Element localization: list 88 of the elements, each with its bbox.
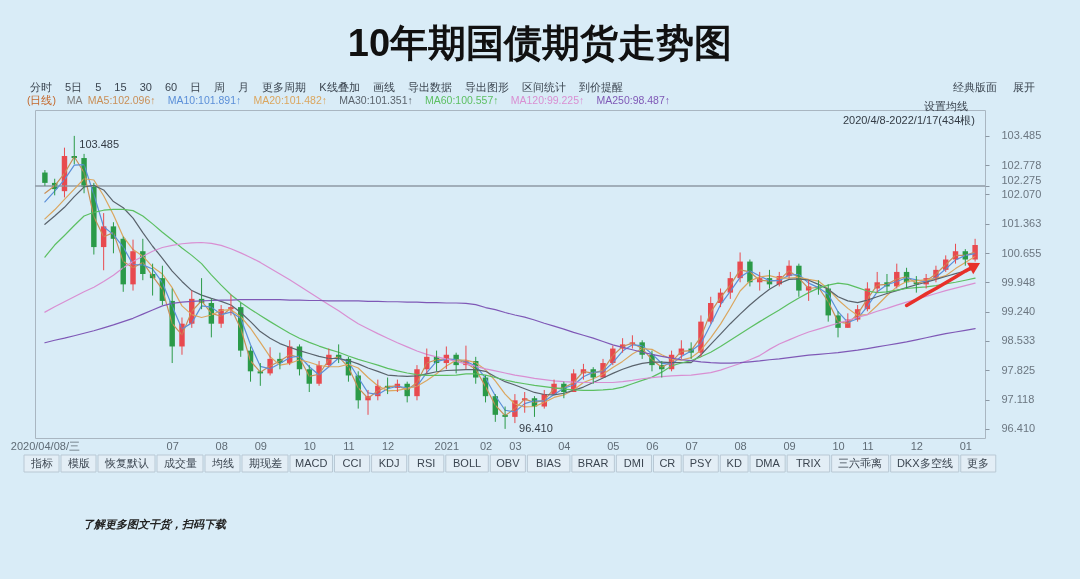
x-tick-label: 05 bbox=[607, 439, 620, 452]
text: MA bbox=[66, 94, 83, 106]
text: BRAR bbox=[577, 456, 609, 469]
y-tick-label: 103.485 bbox=[1001, 129, 1042, 142]
x-tick-label: 2021 bbox=[434, 439, 460, 452]
text: KDJ bbox=[378, 456, 400, 469]
text: RSI bbox=[417, 456, 436, 469]
text: MA10:101.891↑ bbox=[167, 94, 242, 106]
x-tick-label: 02 bbox=[479, 439, 493, 452]
text: 5日 bbox=[65, 81, 83, 93]
text: DKX多空线 bbox=[896, 456, 953, 469]
x-tick-label: 10 bbox=[303, 439, 316, 452]
text: 模版 bbox=[67, 456, 90, 469]
text: 分时 bbox=[30, 81, 52, 93]
x-tick-label: 06 bbox=[646, 439, 659, 452]
y-tick-label: 96.410 bbox=[1001, 422, 1036, 435]
x-tick-label: 09 bbox=[783, 439, 796, 452]
x-tick-label: 08 bbox=[734, 439, 747, 452]
text: 30 bbox=[139, 81, 152, 93]
text: BOLL bbox=[452, 456, 482, 469]
text: CCI bbox=[342, 456, 362, 469]
x-tick-label: 07 bbox=[166, 439, 179, 452]
text: 导出数据 bbox=[407, 81, 452, 93]
text: MA5:102.096↑ bbox=[87, 94, 156, 106]
x-tick-label: 01 bbox=[959, 439, 972, 452]
text: 更多 bbox=[967, 456, 990, 469]
text: TRIX bbox=[795, 456, 822, 469]
text: MA30:101.351↑ bbox=[339, 94, 413, 106]
x-tick-label: 2020/04/08/三 bbox=[10, 439, 80, 452]
text: MA120:99.225↑ bbox=[510, 94, 585, 106]
annotation: 103.485 bbox=[79, 137, 120, 150]
x-tick-label: 04 bbox=[558, 439, 571, 452]
text: CR bbox=[659, 456, 676, 469]
text: 恢复默认 bbox=[103, 456, 149, 469]
chart-title: 10年期国债期货走势图 bbox=[347, 22, 733, 64]
text: 5 bbox=[95, 81, 102, 93]
x-tick-label: 12 bbox=[910, 439, 923, 452]
x-tick-label: 10 bbox=[832, 439, 845, 452]
y-tick-label: 98.533 bbox=[1001, 334, 1036, 347]
x-tick-label: 12 bbox=[381, 439, 395, 452]
text: KD bbox=[726, 456, 742, 469]
text: MACD bbox=[295, 456, 328, 469]
text: 成交量 bbox=[163, 456, 197, 469]
y-tick-label: 102.778 bbox=[1001, 158, 1042, 171]
x-tick-label: 07 bbox=[685, 439, 698, 452]
text: MA20:101.482↑ bbox=[253, 94, 328, 106]
text: 月 bbox=[238, 81, 250, 93]
text: K线叠加 bbox=[319, 81, 360, 93]
x-tick-label: 08 bbox=[215, 439, 228, 452]
text: 画线 bbox=[372, 81, 395, 93]
text: 区间统计 bbox=[521, 81, 566, 93]
x-tick-label: 03 bbox=[509, 439, 522, 452]
x-tick-label: 09 bbox=[254, 439, 267, 452]
text: OBV bbox=[496, 456, 521, 469]
text: 15 bbox=[114, 81, 127, 93]
text: 期现差 bbox=[248, 456, 282, 469]
text: 导出图形 bbox=[464, 81, 509, 93]
text: 到价提醒 bbox=[578, 81, 623, 93]
text: 展开 bbox=[1013, 81, 1035, 93]
y-tick-label: 99.948 bbox=[1001, 275, 1036, 288]
chart-subtitle: 2020/4/8-2022/1/17(434根) bbox=[842, 114, 975, 126]
text: DMA bbox=[755, 456, 781, 469]
text: 了解更多图文干货，扫码下载 bbox=[83, 518, 228, 531]
text: 三六乖离 bbox=[838, 456, 883, 469]
text: 均线 bbox=[210, 456, 234, 469]
y-tick-label: 100.655 bbox=[1001, 246, 1042, 259]
annotation: 96.410 bbox=[519, 421, 553, 434]
y-tick-label: 97.825 bbox=[1001, 363, 1036, 376]
y-tick-label: 99.240 bbox=[1001, 305, 1036, 318]
text: (日线) bbox=[27, 94, 56, 106]
x-tick-label: 11 bbox=[343, 439, 355, 452]
text: 60 bbox=[164, 81, 178, 93]
y-tick-label: 101.363 bbox=[1001, 217, 1042, 230]
x-tick-label: 11 bbox=[862, 439, 874, 452]
text: PSY bbox=[689, 456, 713, 469]
text: 日 bbox=[190, 81, 202, 93]
y-tick-label: 97.118 bbox=[1001, 393, 1035, 406]
text: 周 bbox=[214, 81, 226, 93]
y-tick-label: 102.070 bbox=[1001, 187, 1042, 200]
text: MA250:98.487↑ bbox=[596, 94, 671, 106]
y-tick-label: 102.275 bbox=[1001, 174, 1042, 187]
text: 指标 bbox=[29, 456, 53, 469]
text: BIAS bbox=[536, 456, 562, 469]
text: DMI bbox=[623, 456, 644, 469]
text: MA60:100.557↑ bbox=[424, 94, 499, 106]
annotation: 设置均线 bbox=[924, 100, 968, 112]
text: 经典版面 bbox=[953, 81, 997, 93]
text: 更多周期 bbox=[262, 81, 307, 93]
